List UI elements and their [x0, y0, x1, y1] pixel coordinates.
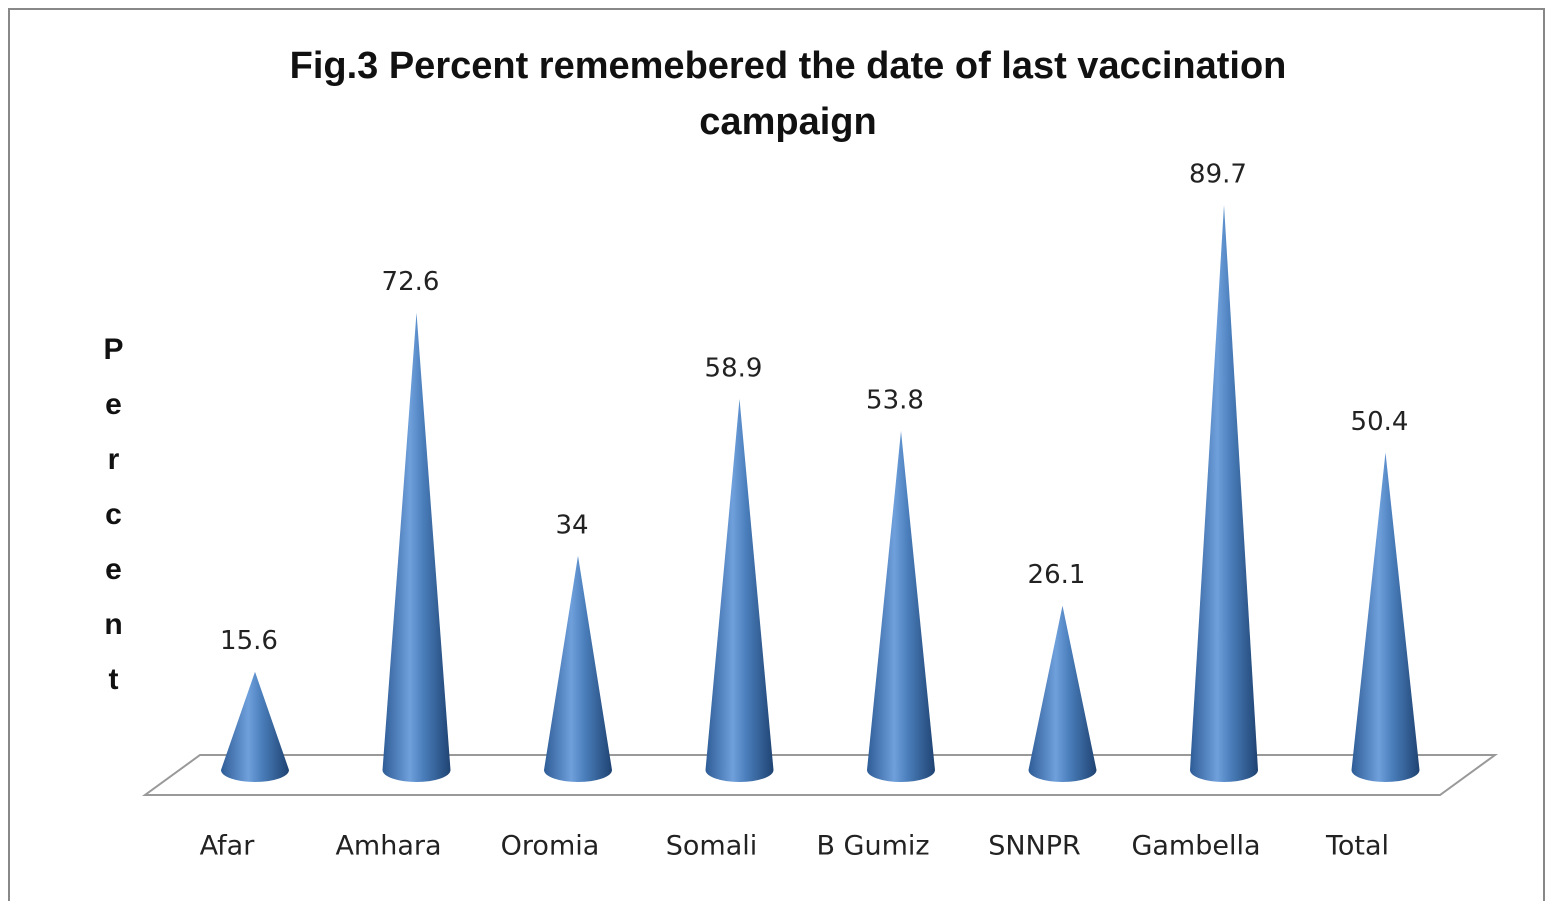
data-label: 89.7 — [1189, 159, 1247, 189]
data-label: 50.4 — [1351, 407, 1409, 437]
x-tick-label: Total — [1325, 831, 1389, 862]
chart-title: Fig.3 Percent rememebered the date of la… — [289, 45, 1287, 143]
data-label: 15.6 — [220, 626, 278, 656]
x-tick-label: Oromia — [501, 831, 600, 862]
data-label: 34 — [555, 510, 588, 540]
x-tick-label: SNNPR — [988, 831, 1081, 862]
data-label: 58.9 — [705, 353, 763, 383]
data-label: 53.8 — [866, 386, 924, 416]
y-axis-label: Percent — [97, 333, 130, 718]
cone — [1028, 605, 1097, 783]
cone — [1351, 452, 1420, 783]
x-tick-label: Afar — [200, 831, 256, 862]
cone — [382, 312, 451, 783]
cone — [867, 431, 935, 782]
cone — [705, 398, 774, 783]
frame — [8, 8, 1545, 901]
data-label: 72.6 — [382, 267, 440, 297]
data-label: 26.1 — [1028, 560, 1086, 590]
x-tick-label: B Gumiz — [816, 831, 929, 862]
cone — [544, 555, 612, 782]
x-tick-label: Somali — [666, 831, 758, 862]
floor — [141, 754, 1499, 796]
cone — [221, 671, 289, 782]
x-tick-label: Gambella — [1131, 831, 1260, 862]
cone — [1190, 204, 1258, 782]
x-tick-label: Amhara — [335, 831, 441, 862]
